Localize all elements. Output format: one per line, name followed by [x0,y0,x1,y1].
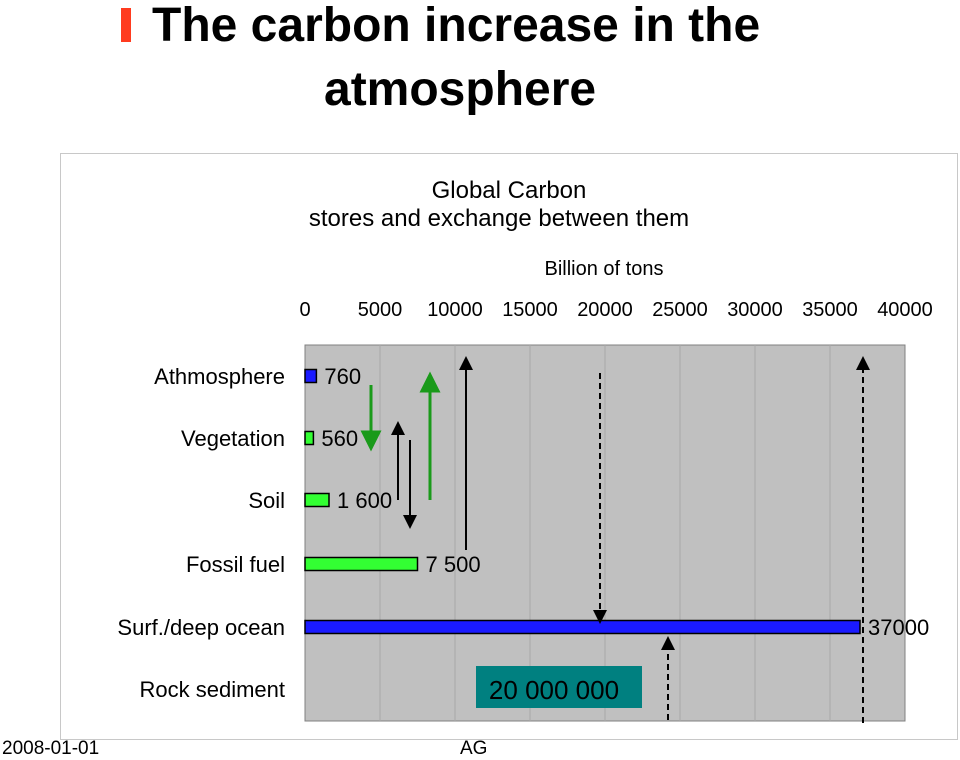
tick-label: 20000 [577,299,633,321]
grid-lines [379,345,831,721]
category-label: Surf./deep ocean [117,615,285,640]
tick-label: 5000 [358,299,403,321]
category-label: Athmosphere [154,364,285,389]
category-label: Vegetation [181,426,285,451]
bar [304,368,318,384]
tick-label: 30000 [727,299,783,321]
title-bullet [121,8,131,42]
bars [304,368,861,635]
slide-title-line1: The carbon increase in the [152,0,761,52]
footer-date: 2008-01-01 [2,738,100,759]
value-label: 760 [324,364,361,389]
value-label: 560 [321,426,358,451]
tick-label: 10000 [427,299,483,321]
footer-author: AG [460,738,488,759]
tick-label: 15000 [502,299,558,321]
bar [304,619,861,635]
category-label: Rock sediment [139,677,285,702]
chart-frame [60,153,958,740]
bar [304,430,315,446]
bar [304,556,419,572]
rock-sediment-box [476,666,642,708]
category-labels: Athmosphere Vegetation Soil Fossil fuel Surf… [117,364,285,702]
value-label: 1 600 [337,488,392,513]
bar [304,492,330,508]
rock-sediment-value: 20 000 000 [489,675,619,705]
slide-title-line2: atmosphere [324,63,597,116]
category-label: Soil [248,488,285,513]
tick-label: 0 [299,299,310,321]
unit-label: Billion of tons [545,258,664,280]
tick-label: 40000 [877,299,933,321]
category-label: Fossil fuel [186,552,285,577]
value-label: 7 500 [426,552,481,577]
tick-label: 35000 [802,299,858,321]
chart-subtitle: stores and exchange between them [309,205,689,232]
tick-labels: 0 5000 10000 15000 20000 25000 30000 35000 40000 [299,299,932,321]
value-labels: 760 560 1 600 7 500 37000 [321,364,929,640]
value-label: 37000 [868,615,929,640]
chart-title: Global Carbon [432,177,587,204]
slide-title: The carbon increase in the atmosphere [152,0,952,122]
tick-label: 25000 [652,299,708,321]
